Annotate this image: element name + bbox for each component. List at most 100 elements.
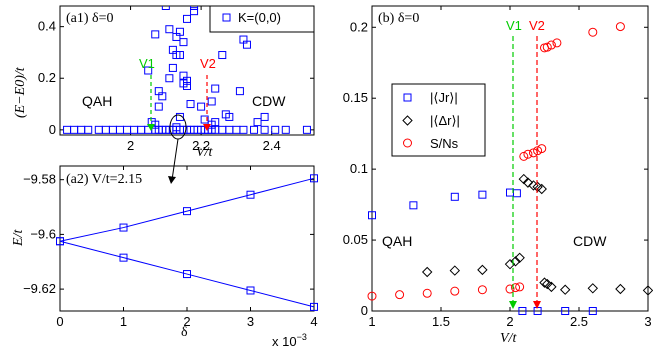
a2-xtick-label: 0 [56,314,63,329]
a2-x-multiplier: x 10−3 [272,332,307,349]
a1-legend-label: K=(0,0) [238,10,281,25]
a1-v2-text: V2 [200,56,216,71]
b-legend-marker-j [403,93,412,102]
a1-point [207,97,216,106]
b-point-j [588,307,597,315]
a1-legend-marker [222,13,231,22]
b-point-s [367,291,377,301]
b-legend-label-j: |⟨Jr⟩| [430,90,458,105]
panel-a2: 0 1 2 3 4−9.58−9.6−9.62 (a2) V/t=2.15 δ E/t … [11,165,318,349]
b-point-s [422,288,432,298]
a1-point [281,125,290,134]
a1-point [242,40,251,49]
b-point-delta [514,252,525,264]
a1-point [154,102,163,111]
a1-ylabel: (E−E0)/t [13,66,28,118]
a1-xlabel: V/t [196,145,213,160]
a1-point [175,27,184,36]
b-point-s [395,290,405,300]
b-ytick-label: 0 [361,303,368,318]
a2-xtick-label: 2 [183,314,190,329]
a1-xtick-label: 2.4 [263,138,281,153]
a2-xtick-label: 3 [247,314,254,329]
b-v2-arrowhead [533,301,541,309]
a1-point [108,125,117,134]
a1-zoom-arrow [171,138,179,181]
a1-point [235,87,244,96]
a2-line-lower [59,240,315,308]
b-point-delta [542,278,553,290]
b-xtick-label: 3 [644,314,651,329]
a2-ytick-label: −9.6 [30,226,56,241]
a1-point [63,125,72,134]
a1-point [101,125,110,134]
a1-point [175,51,184,60]
a1-point [77,125,86,134]
b-ytick-label: 0.2 [350,19,368,34]
b-v1-text: V1 [506,18,522,33]
b-qah-label: QAH [382,233,412,249]
b-point-j [409,201,418,210]
b-v1-label: V1 [506,18,522,33]
a1-point [200,115,209,124]
b-point-delta [477,264,488,276]
b-legend-marker-s [403,138,412,148]
a1-points [63,6,311,134]
b-point-s [588,27,598,37]
b-point-s [519,151,529,161]
a2-point-upper [183,207,191,216]
a2-line-upper [59,177,315,242]
a1-legend: K=(0,0) [209,5,315,33]
b-point-delta [615,283,626,295]
a1-point [158,92,167,101]
a2-xlabel: δ [181,325,188,340]
b-point-s [542,42,552,52]
b-point-s [515,282,525,292]
a1-point [144,66,153,75]
b-ytick-label: 0.1 [350,161,368,176]
a2-ytick-label: −9.62 [23,281,56,296]
a1-point [239,125,248,134]
b-v2-annotation: V2 [529,18,545,309]
b-point-s [523,149,533,159]
panel-b: 1 1.5 2 2.5 3 0 0.05 0.1 0.15 0.2 (b) δ=0 |⟨Jr⟩| … [343,5,653,346]
a1-point [84,125,93,134]
panel-a1: 2 2.2 2.4 0 0.2 0.4 (a1) δ=0 K=(0,0) V1 V2 QA… [13,5,315,184]
b-points [367,22,653,315]
a2-x-multiplier-base: x 10 [272,334,297,349]
b-point-s [511,283,521,293]
b-point-delta [539,277,550,288]
a1-point [161,6,170,10]
a1-point [211,118,220,127]
a1-v2-annotation: V2 [200,56,216,131]
a1-point [94,125,103,134]
a2-point-lower [246,286,255,295]
a2-title: (a2) V/t=2.15 [66,172,142,187]
a1-point [232,125,241,134]
b-v1-arrowhead [509,301,517,309]
a1-point [190,6,199,10]
b-xtick-label: 1.5 [432,314,450,329]
b-v1-annotation: V1 [506,18,522,309]
a1-point [130,125,139,134]
a2-point-lower [56,237,64,246]
b-v2-text: V2 [529,18,545,33]
a2-point-upper [310,174,318,183]
b-point-s [546,40,556,50]
b-point-j [478,190,487,199]
a2-point-lower [119,253,128,262]
b-xtick-label: 2.5 [570,314,588,329]
a1-point [175,112,184,121]
b-point-delta [546,281,557,293]
b-point-s [615,22,625,32]
a1-qah-label: QAH [82,93,112,109]
a2-point-lower [310,302,318,311]
b-point-delta [559,284,571,295]
a1-point [70,125,79,134]
b-point-j [450,192,459,201]
a1-point [253,118,262,127]
a1-point [250,125,259,134]
b-cdw-label: CDW [573,233,607,249]
a2-ytick-label: −9.58 [23,172,56,187]
a1-point [151,30,160,39]
